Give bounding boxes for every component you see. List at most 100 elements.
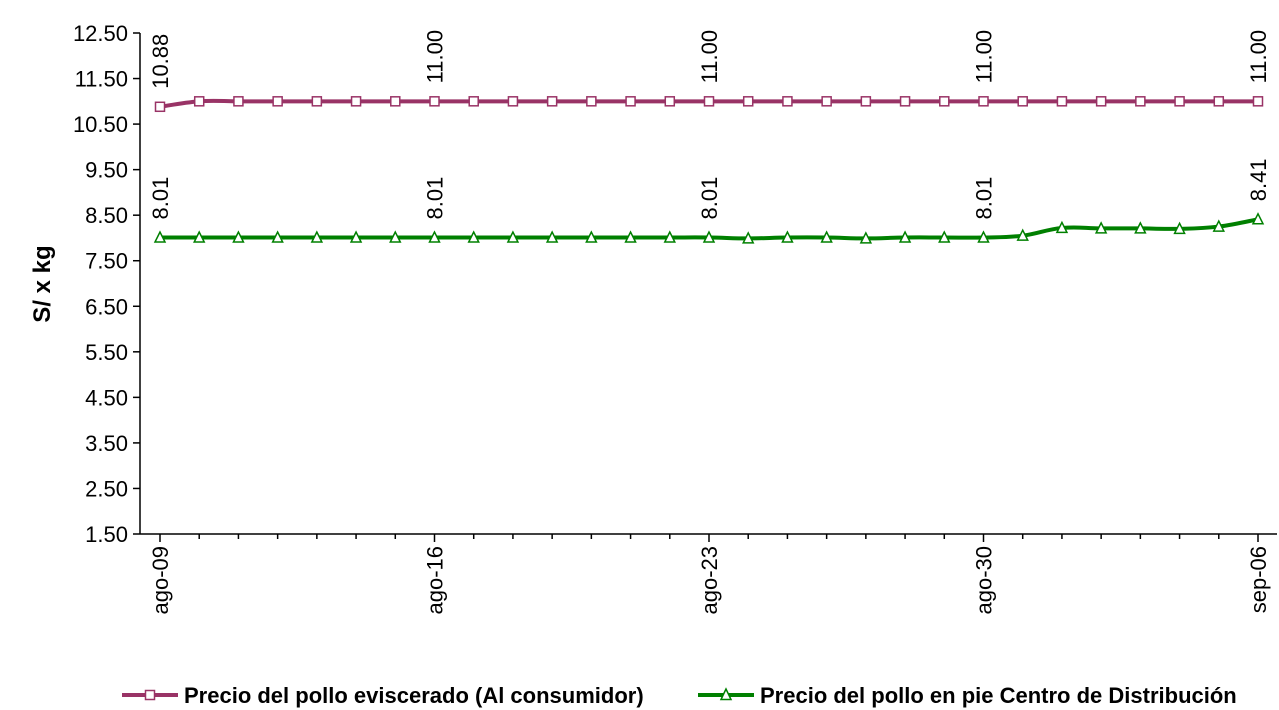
data-point <box>781 230 794 243</box>
data-point <box>468 96 479 107</box>
data-point <box>1134 221 1147 234</box>
data-point <box>1251 212 1265 225</box>
data-point <box>978 96 989 107</box>
data-point <box>467 230 480 243</box>
data-point <box>742 231 755 244</box>
data-point <box>938 230 951 243</box>
data-point <box>1056 96 1068 107</box>
y-tick-label: 9.50 <box>85 158 128 183</box>
data-label: 8.01 <box>148 177 173 220</box>
y-tick-label: 2.50 <box>85 476 128 501</box>
data-point <box>939 96 950 107</box>
data-point <box>546 96 558 107</box>
data-label: 11.00 <box>972 30 997 83</box>
y-axis-ticks: 12.50 11.50 10.50 9.50 8.50 7.50 6.50 5.50 4.50 3… <box>73 21 140 547</box>
data-point <box>193 96 205 107</box>
data-point <box>820 230 833 243</box>
series-1: 10.88 11.00 11.00 11.00 11.00 <box>148 30 1271 113</box>
data-point <box>272 96 283 107</box>
data-label: 8.01 <box>697 177 722 220</box>
x-tick-label: ago-30 <box>972 546 997 615</box>
data-point <box>232 230 245 243</box>
y-tick-label: 1.50 <box>85 522 128 547</box>
data-point <box>1095 96 1107 107</box>
legend-label: Precio del pollo eviscerado (Al consumid… <box>184 683 644 708</box>
data-point <box>311 96 323 107</box>
data-point <box>625 96 636 107</box>
x-tick-label: ago-09 <box>148 546 173 615</box>
data-point <box>1174 96 1185 107</box>
data-point <box>1016 228 1029 241</box>
data-point <box>664 96 676 107</box>
series-2: 8.01 8.01 8.01 8.01 8.41 <box>148 158 1271 244</box>
data-point <box>1212 219 1225 232</box>
legend-marker <box>719 687 733 701</box>
data-label: 11.00 <box>1246 30 1271 83</box>
y-tick-label: 12.50 <box>73 21 128 46</box>
data-point <box>350 96 362 107</box>
y-tick-label: 10.50 <box>73 112 128 137</box>
x-axis-ticks: ago-09 ago-16 ago-23 ago-30 sep-06 <box>148 534 1271 615</box>
data-point <box>782 96 793 107</box>
legend-label: Precio del pollo en pie Centro de Distri… <box>760 683 1237 708</box>
data-point <box>899 96 911 107</box>
x-tick-label: ago-16 <box>423 546 448 615</box>
data-point <box>545 230 559 243</box>
data-point <box>702 230 716 243</box>
data-label: 8.01 <box>972 177 997 220</box>
y-tick-label: 6.50 <box>85 294 128 319</box>
data-point <box>154 101 166 113</box>
data-point <box>742 96 754 107</box>
data-label: 10.88 <box>148 34 173 89</box>
data-point <box>1135 96 1146 107</box>
data-point <box>1055 220 1069 234</box>
data-point <box>506 230 520 243</box>
data-point <box>663 230 676 243</box>
data-point <box>507 96 519 107</box>
data-point <box>429 96 440 107</box>
data-point <box>898 230 912 243</box>
data-label: 11.00 <box>423 30 448 83</box>
legend-item-2: Precio del pollo en pie Centro de Distri… <box>698 683 1237 708</box>
y-tick-label: 5.50 <box>85 340 128 365</box>
data-point <box>1252 96 1264 107</box>
data-point <box>310 230 324 243</box>
data-point <box>586 96 597 107</box>
data-point <box>821 96 832 107</box>
series-layer: 10.88 11.00 11.00 11.00 11.008.01 8.01 8.01 8.0… <box>148 30 1271 244</box>
legend-marker <box>144 689 156 701</box>
data-point <box>389 230 402 243</box>
data-point <box>1173 221 1186 235</box>
x-tick-label: sep-06 <box>1246 546 1271 613</box>
y-tick-label: 11.50 <box>75 67 128 92</box>
x-tick-label: ago-23 <box>697 546 722 615</box>
data-point <box>428 230 441 243</box>
data-point <box>271 230 284 243</box>
data-label: 8.41 <box>1246 158 1271 201</box>
data-label: 11.00 <box>697 30 722 83</box>
axes <box>139 33 1277 535</box>
data-point <box>390 96 401 107</box>
data-point <box>624 230 637 243</box>
data-label: 8.01 <box>423 177 448 220</box>
data-point <box>585 230 598 243</box>
data-point <box>1017 96 1028 107</box>
data-point <box>349 230 363 243</box>
y-tick-label: 7.50 <box>85 249 128 274</box>
data-point <box>977 230 990 243</box>
legend: Precio del pollo eviscerado (Al consumid… <box>122 683 1237 708</box>
legend-item-1: Precio del pollo eviscerado (Al consumid… <box>122 683 644 708</box>
data-point <box>860 96 872 107</box>
data-point <box>1094 221 1108 234</box>
data-point <box>1213 96 1225 107</box>
data-point <box>233 96 244 107</box>
y-tick-label: 4.50 <box>85 385 128 410</box>
data-point <box>703 96 715 107</box>
y-tick-label: 8.50 <box>85 203 128 228</box>
data-point <box>153 230 167 243</box>
data-point <box>193 230 206 243</box>
y-tick-label: 3.50 <box>85 431 128 456</box>
y-axis-label: S/ x kg <box>29 245 56 322</box>
